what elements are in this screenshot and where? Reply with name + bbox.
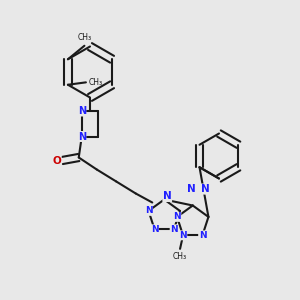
Text: N: N [170, 225, 178, 234]
Text: N: N [201, 184, 210, 194]
Text: CH₃: CH₃ [173, 252, 187, 261]
Text: N: N [78, 131, 86, 142]
Text: N: N [199, 231, 206, 240]
Text: N: N [145, 206, 152, 215]
Text: N: N [173, 212, 181, 221]
Text: N: N [179, 231, 187, 240]
Text: N: N [78, 106, 86, 116]
Text: N: N [151, 225, 158, 234]
Text: O: O [52, 155, 61, 166]
Text: CH₃: CH₃ [89, 78, 103, 87]
Text: N: N [163, 191, 172, 202]
Text: CH₃: CH₃ [77, 33, 92, 42]
Text: N: N [187, 184, 196, 194]
